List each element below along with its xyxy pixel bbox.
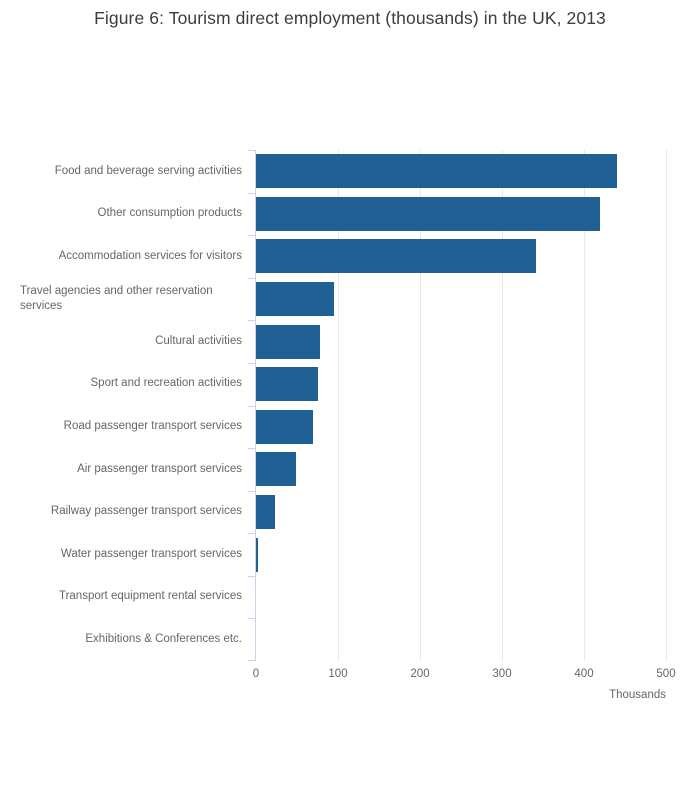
y-axis-tick bbox=[248, 490, 255, 492]
y-axis-line bbox=[255, 150, 256, 661]
y-category-label: Other consumption products bbox=[97, 207, 242, 220]
gridline bbox=[665, 150, 667, 661]
x-tick-label: 400 bbox=[574, 668, 594, 680]
y-axis-tick bbox=[248, 405, 255, 407]
y-axis-tick bbox=[248, 660, 255, 661]
y-category-label: Cultural activities bbox=[155, 334, 242, 347]
x-tick-label: 200 bbox=[410, 668, 430, 680]
y-category-label: Sport and recreation activities bbox=[90, 377, 243, 390]
y-category-label: Accommodation services for visitors bbox=[58, 249, 242, 262]
y-axis-tick bbox=[248, 362, 255, 364]
y-category-label: Water passenger transport services bbox=[60, 547, 242, 560]
y-axis-tick bbox=[248, 320, 255, 322]
bar bbox=[256, 367, 319, 402]
gridline bbox=[583, 150, 585, 661]
gridline bbox=[337, 150, 339, 661]
x-tick-label: 0 bbox=[252, 668, 260, 680]
y-axis-tick bbox=[248, 150, 255, 151]
y-axis-tick bbox=[248, 575, 255, 577]
bar bbox=[256, 324, 320, 359]
y-category-label: Road passenger transport services bbox=[63, 420, 242, 433]
y-category-label: Air passenger transport services bbox=[77, 462, 242, 475]
y-category-label: Transport equipment rental services bbox=[58, 590, 242, 603]
gridline bbox=[501, 150, 503, 661]
y-axis-tick bbox=[248, 192, 255, 194]
y-axis-tick bbox=[248, 235, 255, 237]
y-category-label: Exhibitions & Conferences etc. bbox=[85, 632, 242, 645]
bar bbox=[256, 154, 617, 189]
y-category-label: Railway passenger transport services bbox=[50, 505, 242, 518]
chart-title: Figure 6: Tourism direct employment (tho… bbox=[94, 8, 606, 28]
bar bbox=[256, 196, 600, 231]
y-axis-tick bbox=[248, 618, 255, 620]
y-category-label: Food and beverage serving activities bbox=[54, 164, 242, 177]
y-axis-tick bbox=[248, 277, 255, 279]
y-axis-tick bbox=[248, 448, 255, 450]
bar bbox=[256, 494, 275, 529]
x-axis-title: Thousands bbox=[609, 689, 666, 701]
bar bbox=[256, 282, 334, 317]
y-axis-tick bbox=[248, 533, 255, 535]
bar bbox=[256, 239, 537, 274]
y-category-label: Travel agencies and other reservation se… bbox=[20, 284, 213, 313]
x-tick-label: 300 bbox=[492, 668, 512, 680]
x-tick-label: 100 bbox=[328, 668, 348, 680]
bar bbox=[256, 409, 313, 444]
bar bbox=[256, 452, 297, 487]
x-tick-label: 500 bbox=[656, 668, 676, 680]
bar bbox=[256, 537, 259, 572]
gridline bbox=[419, 150, 421, 661]
plot-area bbox=[248, 150, 667, 661]
